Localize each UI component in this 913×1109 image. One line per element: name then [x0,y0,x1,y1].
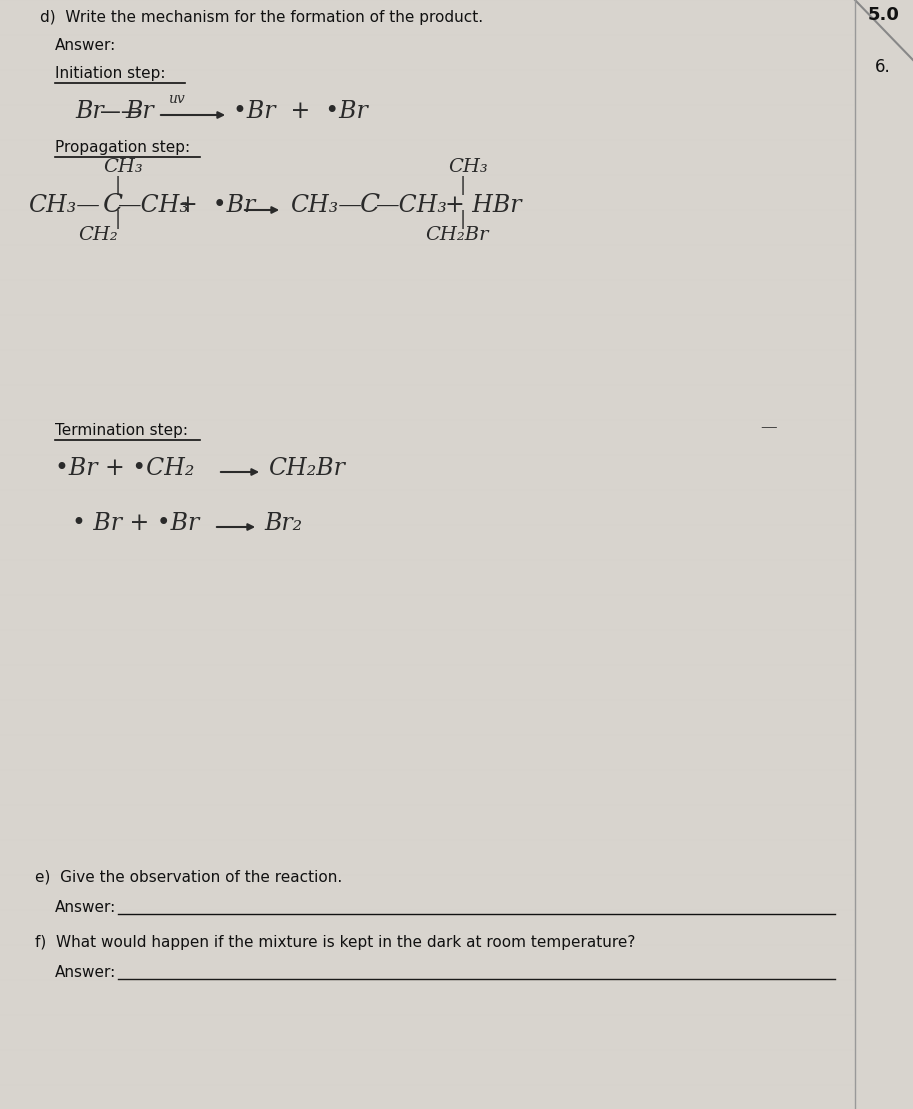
Text: CH₂: CH₂ [78,226,118,244]
Text: C: C [360,192,380,217]
Text: Br: Br [125,100,153,123]
Text: C: C [103,192,123,217]
Text: e)  Give the observation of the reaction.: e) Give the observation of the reaction. [35,869,342,885]
Text: |: | [115,210,121,228]
Text: CH₂Br: CH₂Br [268,457,345,480]
Text: CH₂Br: CH₂Br [425,226,488,244]
Text: Answer:: Answer: [55,965,116,980]
Text: Answer:: Answer: [55,38,116,53]
Text: + HBr: + HBr [445,194,521,217]
Text: —: — [760,419,777,436]
Text: CH₃—: CH₃— [290,194,362,217]
Text: Br: Br [75,100,103,123]
Text: ——: —— [100,102,142,122]
Text: —CH₃: —CH₃ [375,194,446,217]
Text: Termination step:: Termination step: [55,423,188,438]
Text: |: | [115,176,121,195]
Text: uv: uv [168,92,184,106]
Text: •Br + •CH₂: •Br + •CH₂ [55,457,194,480]
Text: Initiation step:: Initiation step: [55,67,165,81]
Text: • Br + •Br: • Br + •Br [72,512,199,535]
Text: Propagation step:: Propagation step: [55,140,190,155]
Text: 5.0: 5.0 [868,6,900,24]
Text: Br₂: Br₂ [264,512,302,535]
Text: CH₃—: CH₃— [28,194,100,217]
Text: Answer:: Answer: [55,901,116,915]
Text: 6.: 6. [875,58,891,77]
Text: d)  Write the mechanism for the formation of the product.: d) Write the mechanism for the formation… [40,10,483,26]
Text: CH₃: CH₃ [103,157,142,176]
Text: |: | [460,210,467,228]
Text: CH₃: CH₃ [448,157,488,176]
Text: f)  What would happen if the mixture is kept in the dark at room temperature?: f) What would happen if the mixture is k… [35,935,635,950]
Text: |: | [460,176,467,195]
Text: —CH₃: —CH₃ [117,194,189,217]
Text: +  •Br: + •Br [178,194,256,217]
Text: •Br  +  •Br: •Br + •Br [233,100,368,123]
